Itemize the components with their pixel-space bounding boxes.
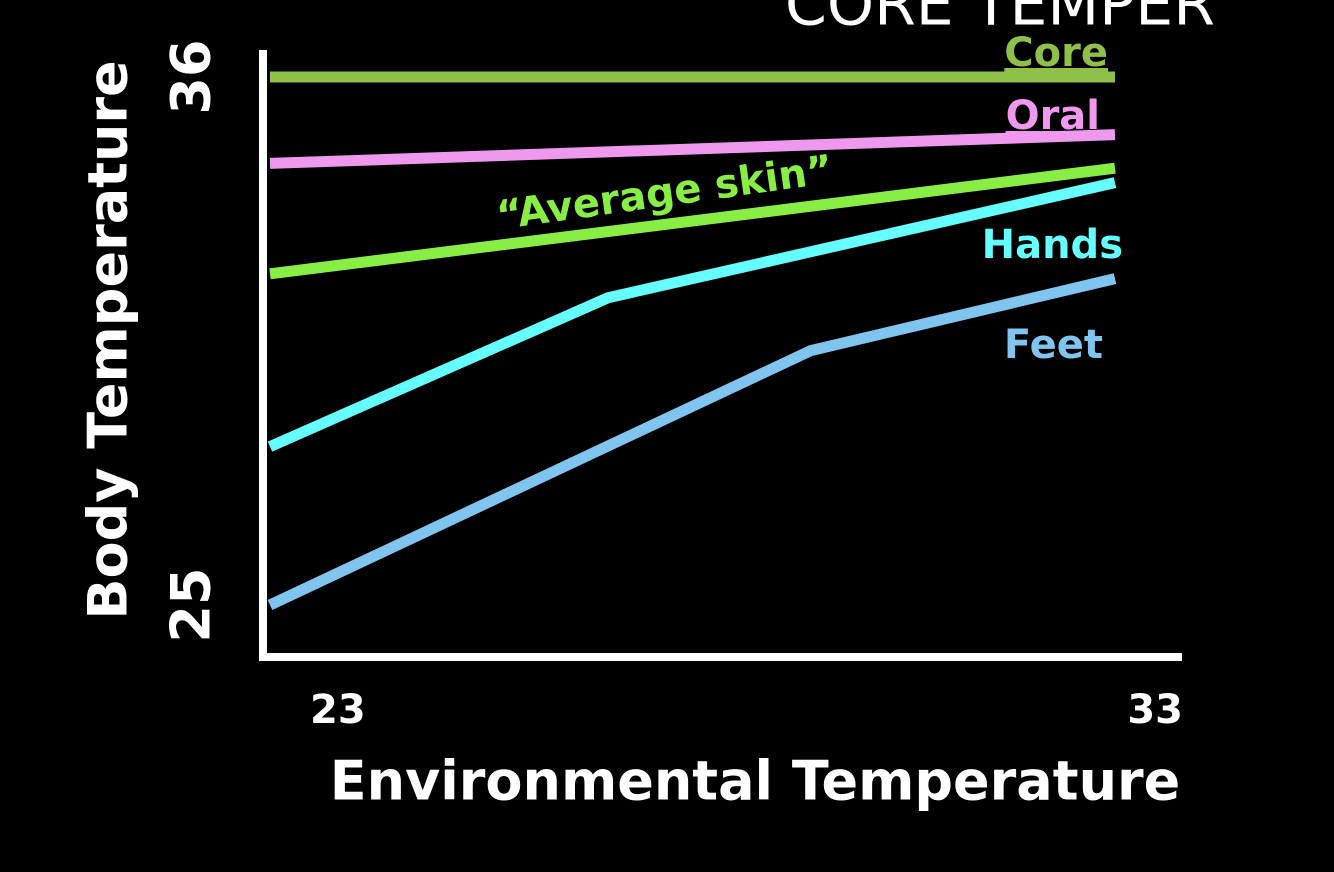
- x-tick-label: 33: [1127, 687, 1183, 733]
- chart-title: CORE TEMPER: [785, 0, 1215, 40]
- y-tick-label: 25: [160, 567, 223, 642]
- series-line: [269, 162, 1116, 280]
- series-line: [267, 273, 1117, 610]
- y-tick-label: 36: [160, 39, 223, 114]
- series-label: Core: [1004, 30, 1108, 76]
- x-axis-title: Environmental Temperature: [330, 750, 1181, 813]
- series-label: Feet: [1004, 322, 1103, 368]
- series-line: [269, 129, 1116, 169]
- series-label: Hands: [982, 222, 1123, 268]
- series-line: [267, 177, 1117, 452]
- series-label: Oral: [1006, 93, 1100, 139]
- x-tick-label: 23: [310, 687, 366, 733]
- y-axis-title: Body Temperature: [77, 60, 140, 619]
